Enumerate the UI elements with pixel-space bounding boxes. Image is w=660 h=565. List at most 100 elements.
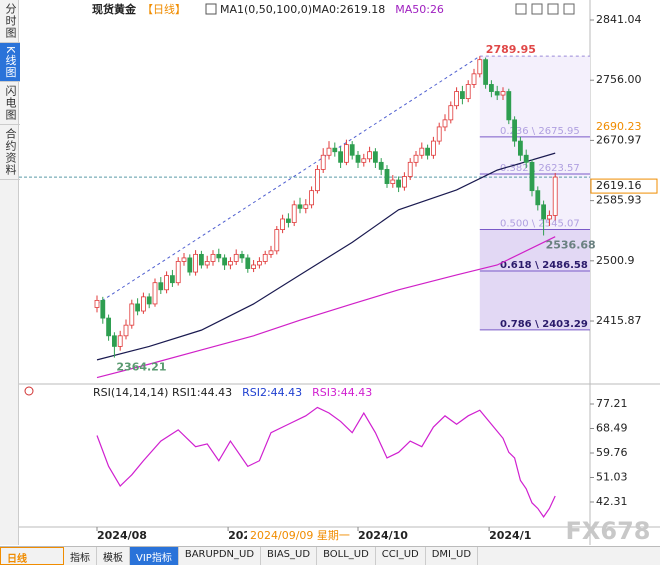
y-tick-label: 77.21 <box>596 397 628 410</box>
candle-body <box>227 261 233 266</box>
x-tick-label: 2024/10 <box>358 529 408 542</box>
candle-body <box>135 303 141 312</box>
candle-body <box>152 282 158 305</box>
toolbar-tab[interactable]: BOLL_UD <box>317 547 376 565</box>
candle-body <box>164 275 170 291</box>
chart-title: 现货黄金 <box>92 2 137 16</box>
candle-body <box>320 154 326 170</box>
legend-entry: MA0:2619.18 <box>312 3 385 16</box>
candle-body <box>285 218 291 223</box>
toolbar-tab[interactable]: BARUPDN_UD <box>179 547 262 565</box>
rsi-plot <box>96 406 556 518</box>
x-tick-label: 2024/08 <box>97 529 147 542</box>
candle-body <box>541 204 546 220</box>
candle-body <box>488 84 494 92</box>
icon <box>205 3 217 15</box>
candle-body <box>291 204 297 223</box>
candle-body <box>181 257 187 262</box>
candle-body <box>471 73 477 85</box>
candle-body <box>390 179 396 184</box>
candle-body <box>430 140 436 156</box>
candle-body <box>425 147 431 156</box>
candle-body <box>169 275 175 284</box>
y-tick-label: 68.49 <box>596 421 628 434</box>
annotation: 2364.21 <box>116 361 166 374</box>
candle-body <box>506 91 512 121</box>
fib-group: 0.236 \ 2675.95 0.382 \ 2623.57 0.500 \ 25… <box>479 55 590 331</box>
candle-body <box>216 253 222 259</box>
rsi-title: RSI(14,14,14) <box>93 386 168 399</box>
candle-body <box>512 119 517 142</box>
period-select[interactable]: 日线 <box>0 547 64 565</box>
candle-body <box>477 59 483 75</box>
toolbar-tab[interactable]: CCI_UD <box>376 547 426 565</box>
watermark: FX678 <box>566 517 651 545</box>
candle-body <box>483 59 489 85</box>
toolbar-tab[interactable]: BIAS_UD <box>261 547 318 565</box>
candle-body <box>210 253 216 262</box>
icon[interactable] <box>515 3 527 15</box>
toolbar-tab[interactable]: 指标 <box>64 547 97 565</box>
sidebar: 分时图 K线图 闪电图 合约资料 <box>0 0 20 545</box>
candle-body <box>146 296 152 305</box>
crosshair-label: 2024/09/09 星期一 <box>250 529 350 542</box>
candle-body <box>552 176 558 216</box>
candle-body <box>448 105 454 121</box>
candle-body <box>361 158 367 163</box>
icon[interactable] <box>531 3 543 15</box>
candle-body <box>367 151 373 160</box>
price-label: 2690.23 <box>596 120 642 133</box>
candle-body <box>523 154 529 163</box>
candle-body <box>547 215 552 220</box>
toolbar-tab[interactable]: DMI_UD <box>426 547 479 565</box>
candle-body <box>378 161 384 170</box>
candle-body <box>407 161 413 177</box>
candle-body <box>198 253 204 266</box>
crosshair-box <box>247 528 353 544</box>
trendline <box>96 55 481 305</box>
candle-body <box>297 204 303 209</box>
period: 【日线】 <box>142 2 186 16</box>
icon[interactable] <box>563 3 575 15</box>
y-tick-label: 2670.97 <box>596 133 642 146</box>
candle-body <box>419 147 425 156</box>
candle-body <box>256 261 262 266</box>
fib-label: 0.382 \ 2623.57 <box>500 163 580 174</box>
candle-body <box>123 324 129 337</box>
toolbar-tab[interactable]: 模板 <box>97 547 130 565</box>
top-icons <box>515 3 575 15</box>
y-tick-label: 51.03 <box>596 471 628 484</box>
price-box <box>590 178 658 194</box>
fib-label: 0.786 \ 2403.29 <box>500 319 588 330</box>
candle-body <box>442 119 448 128</box>
icon[interactable] <box>547 3 559 15</box>
sidebar-tab[interactable]: 分时图 <box>0 0 20 43</box>
candle-body <box>384 169 390 184</box>
candle-body <box>454 91 460 107</box>
candle-body <box>233 253 239 262</box>
candle-body <box>372 151 378 163</box>
candle-body <box>262 253 268 262</box>
sidebar-tab[interactable]: K线图 <box>0 43 20 83</box>
price-label: 2619.16 <box>596 179 642 192</box>
candle-body <box>187 257 193 273</box>
candle-body <box>100 299 106 319</box>
candle-body <box>175 261 181 284</box>
fib-label: 0.618 \ 2486.58 <box>500 260 588 271</box>
sidebar-tab[interactable]: 闪电图 <box>0 82 20 126</box>
candle-body <box>518 140 523 156</box>
candle-body <box>396 179 402 188</box>
candle-body <box>193 253 199 273</box>
settings-icon[interactable] <box>24 386 34 396</box>
candle-body <box>274 229 280 252</box>
candle-body <box>245 257 251 269</box>
candle-body <box>529 161 535 192</box>
candle-body <box>158 282 164 291</box>
line <box>96 406 556 518</box>
candle-body <box>309 190 315 206</box>
toolbar-tab[interactable]: VIP指标 <box>130 547 179 565</box>
sidebar-tab[interactable]: 合约资料 <box>0 125 20 181</box>
legend-entry: RSI3:44.43 <box>312 386 372 399</box>
